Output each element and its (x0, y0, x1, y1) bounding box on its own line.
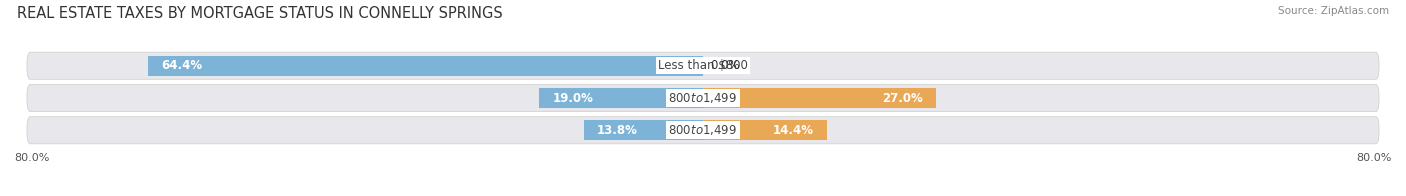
Text: REAL ESTATE TAXES BY MORTGAGE STATUS IN CONNELLY SPRINGS: REAL ESTATE TAXES BY MORTGAGE STATUS IN … (17, 6, 502, 21)
FancyBboxPatch shape (27, 84, 1379, 112)
FancyBboxPatch shape (27, 52, 1379, 79)
FancyBboxPatch shape (27, 117, 1379, 144)
Bar (540, 88, 703, 108)
Bar (583, 120, 703, 140)
Text: Source: ZipAtlas.com: Source: ZipAtlas.com (1278, 6, 1389, 16)
Text: 14.4%: 14.4% (773, 124, 814, 137)
Text: 80.0%: 80.0% (14, 153, 49, 163)
Text: $800 to $1,499: $800 to $1,499 (668, 123, 738, 137)
Text: Less than $800: Less than $800 (658, 59, 748, 72)
Bar (703, 88, 935, 108)
Bar (703, 120, 827, 140)
Text: $800 to $1,499: $800 to $1,499 (668, 91, 738, 105)
Text: 0.0%: 0.0% (710, 59, 740, 72)
Text: 13.8%: 13.8% (598, 124, 638, 137)
Text: 64.4%: 64.4% (162, 59, 202, 72)
Text: 80.0%: 80.0% (1357, 153, 1392, 163)
Text: 27.0%: 27.0% (882, 92, 922, 104)
Bar (149, 56, 703, 76)
Text: 19.0%: 19.0% (553, 92, 593, 104)
